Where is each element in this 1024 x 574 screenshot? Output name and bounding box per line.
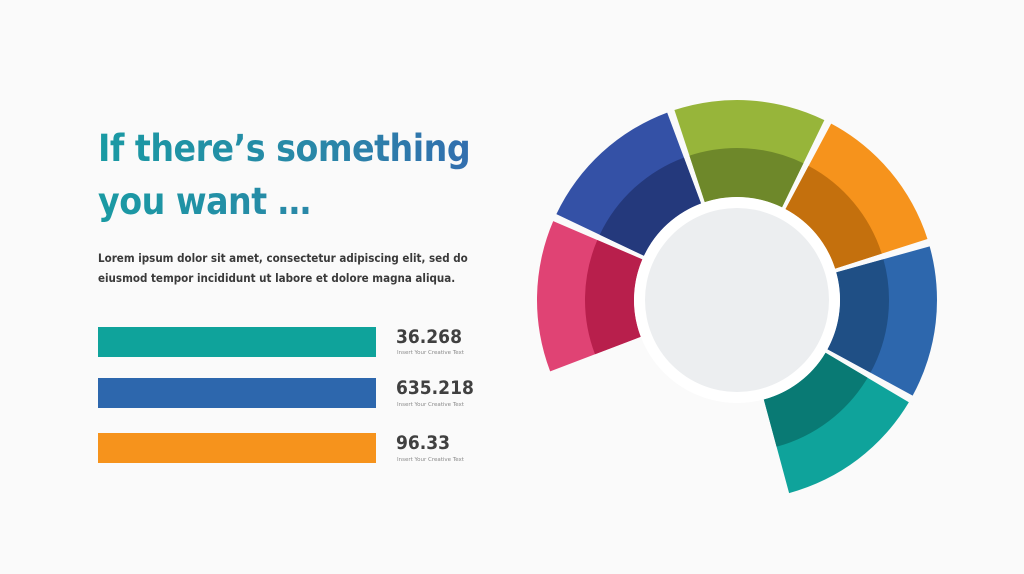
donut-slice-inner-blue xyxy=(827,259,889,373)
donut-slice-inner-pink xyxy=(585,240,643,355)
donut-slice-inner-green xyxy=(689,148,804,208)
body-paragraph: Lorem ipsum dolor sit amet, consectetur … xyxy=(98,251,468,285)
stat-bar-3 xyxy=(98,433,376,463)
stat-bar-1 xyxy=(98,327,376,357)
stat-caption-2: Insert Your Creative Text xyxy=(397,402,464,408)
slide-title: If there’s something you want … xyxy=(98,122,518,228)
stat-caption-1: Insert Your Creative Text xyxy=(397,350,464,356)
donut-center-hub xyxy=(645,208,829,392)
stat-value-2: 635.218 xyxy=(396,377,474,399)
donut-slice-inner-navy xyxy=(599,157,702,256)
stat-value-1: 36.268 xyxy=(396,326,462,348)
stat-caption-3: Insert Your Creative Text xyxy=(397,457,464,463)
stat-value-3: 96.33 xyxy=(396,432,451,454)
stat-bar-2 xyxy=(98,378,376,408)
donut-slice-inner-orange xyxy=(785,165,882,269)
donut-slice-inner-teal xyxy=(763,352,868,447)
